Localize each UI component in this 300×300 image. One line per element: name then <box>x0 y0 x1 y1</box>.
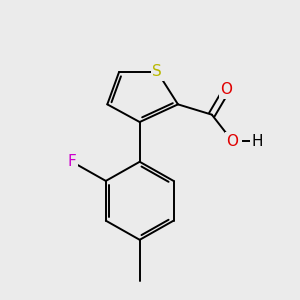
Text: O: O <box>220 82 232 97</box>
Text: O: O <box>226 134 238 149</box>
Text: F: F <box>68 154 76 169</box>
Text: S: S <box>152 64 162 80</box>
Text: H: H <box>252 134 263 149</box>
